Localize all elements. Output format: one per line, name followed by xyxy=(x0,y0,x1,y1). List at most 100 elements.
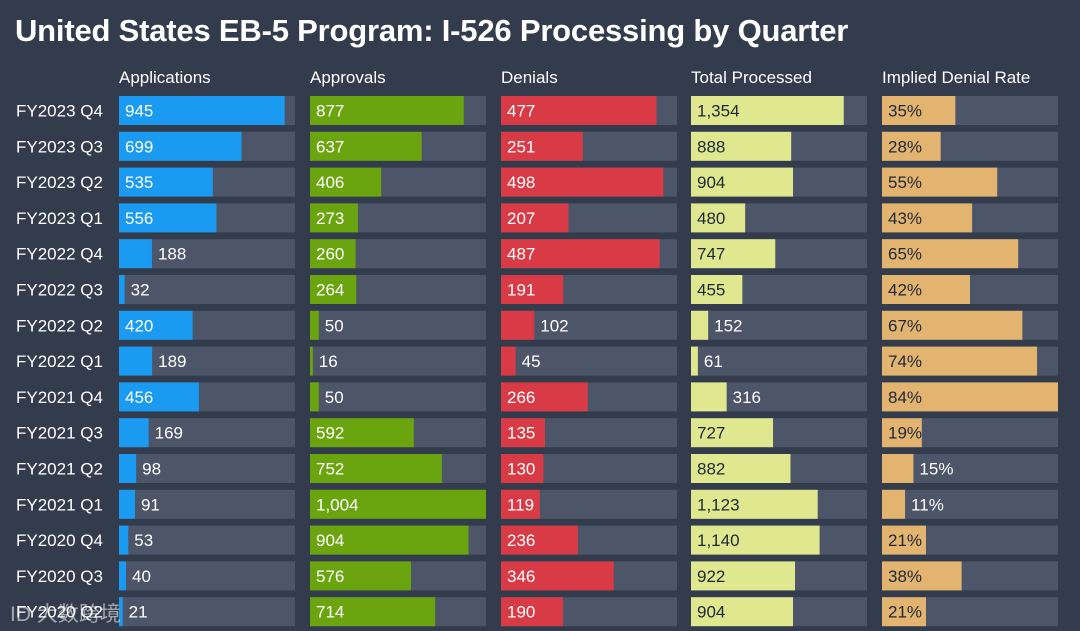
bar xyxy=(310,131,422,161)
value-label: 16 xyxy=(319,352,338,371)
row-label: FY2021 Q4 xyxy=(16,388,103,407)
bar xyxy=(119,310,193,340)
series-header: Implied Denial Rate xyxy=(882,68,1030,87)
value-label: 119 xyxy=(507,495,534,514)
value-label: 21 xyxy=(129,603,148,622)
value-label: 21% xyxy=(888,531,922,550)
bar xyxy=(310,454,442,483)
bar xyxy=(882,275,970,304)
bar xyxy=(882,525,926,555)
bar-track xyxy=(119,561,295,591)
bar xyxy=(882,239,1019,269)
value-label: 747 xyxy=(697,245,725,264)
bar xyxy=(119,203,217,233)
value-label: 42% xyxy=(888,281,922,300)
bar xyxy=(310,96,464,125)
value-label: 699 xyxy=(125,137,153,156)
bar-track xyxy=(691,310,867,340)
value-label: 480 xyxy=(697,209,725,228)
value-label: 752 xyxy=(316,460,344,479)
bar xyxy=(119,418,149,448)
value-label: 67% xyxy=(888,316,922,335)
bar-track xyxy=(691,346,867,376)
bar xyxy=(882,418,922,448)
bar xyxy=(691,203,746,233)
value-label: 169 xyxy=(155,424,183,443)
value-label: 251 xyxy=(507,137,535,156)
value-label: 236 xyxy=(507,531,535,550)
series-header: Approvals xyxy=(310,68,386,87)
bar xyxy=(501,489,540,519)
row-label: FY2021 Q1 xyxy=(16,495,103,514)
value-label: 904 xyxy=(697,173,725,192)
value-label: 904 xyxy=(697,603,725,622)
bar xyxy=(691,167,793,197)
bar-track xyxy=(119,275,295,304)
row-label: FY2022 Q3 xyxy=(16,281,103,300)
value-label: 888 xyxy=(697,137,725,156)
value-label: 714 xyxy=(316,603,344,622)
chart-title: United States EB-5 Program: I-526 Proces… xyxy=(15,13,849,48)
value-label: 188 xyxy=(158,245,186,264)
bar-track xyxy=(310,310,486,340)
value-label: 945 xyxy=(125,102,153,121)
bar-track xyxy=(501,346,677,376)
value-label: 152 xyxy=(714,316,742,335)
value-label: 65% xyxy=(888,245,922,264)
value-label: 61 xyxy=(704,352,723,371)
bar xyxy=(119,131,242,161)
value-label: 273 xyxy=(316,209,344,228)
value-label: 50 xyxy=(325,388,344,407)
value-label: 207 xyxy=(507,209,535,228)
bar xyxy=(501,167,664,197)
value-label: 922 xyxy=(697,567,725,586)
value-label: 11% xyxy=(911,495,944,514)
row-label: FY2023 Q2 xyxy=(16,173,103,192)
row-label: FY2023 Q3 xyxy=(16,137,103,156)
bar-track xyxy=(119,597,295,627)
bar xyxy=(310,239,356,269)
bar xyxy=(691,525,820,555)
value-label: 556 xyxy=(125,209,153,228)
row-label: FY2020 Q3 xyxy=(16,567,103,586)
bar xyxy=(691,489,818,519)
bar xyxy=(119,597,123,627)
value-label: 189 xyxy=(158,352,186,371)
bar xyxy=(501,239,660,269)
bar xyxy=(310,203,358,233)
bar xyxy=(882,203,973,233)
value-label: 74% xyxy=(888,352,922,371)
row-label: FY2022 Q2 xyxy=(16,316,103,335)
bar xyxy=(501,96,657,125)
bar xyxy=(119,561,127,591)
value-label: 102 xyxy=(540,316,568,335)
bar xyxy=(501,454,544,483)
bar xyxy=(691,239,776,269)
value-label: 40 xyxy=(132,567,151,586)
bar xyxy=(119,167,213,197)
bar xyxy=(310,167,382,197)
bar xyxy=(501,525,578,555)
bar xyxy=(691,131,792,161)
value-label: 456 xyxy=(125,388,153,407)
row-label: FY2023 Q1 xyxy=(16,209,103,228)
value-label: 264 xyxy=(316,281,344,300)
value-label: 50 xyxy=(325,316,344,335)
bar xyxy=(882,454,914,483)
bar xyxy=(119,489,135,519)
value-label: 32 xyxy=(131,281,150,300)
bar-track xyxy=(119,454,295,483)
value-label: 98 xyxy=(142,460,161,479)
row-label: FY2022 Q4 xyxy=(16,245,103,264)
bar xyxy=(119,346,153,376)
bar xyxy=(501,131,583,161)
row-label: FY2023 Q4 xyxy=(16,102,103,121)
bar xyxy=(501,310,535,340)
value-label: 1,354 xyxy=(697,102,740,121)
bar xyxy=(882,167,998,197)
bar xyxy=(691,310,709,340)
bar xyxy=(882,597,926,627)
value-label: 190 xyxy=(507,603,535,622)
bar xyxy=(119,239,152,269)
value-label: 21% xyxy=(888,603,922,622)
